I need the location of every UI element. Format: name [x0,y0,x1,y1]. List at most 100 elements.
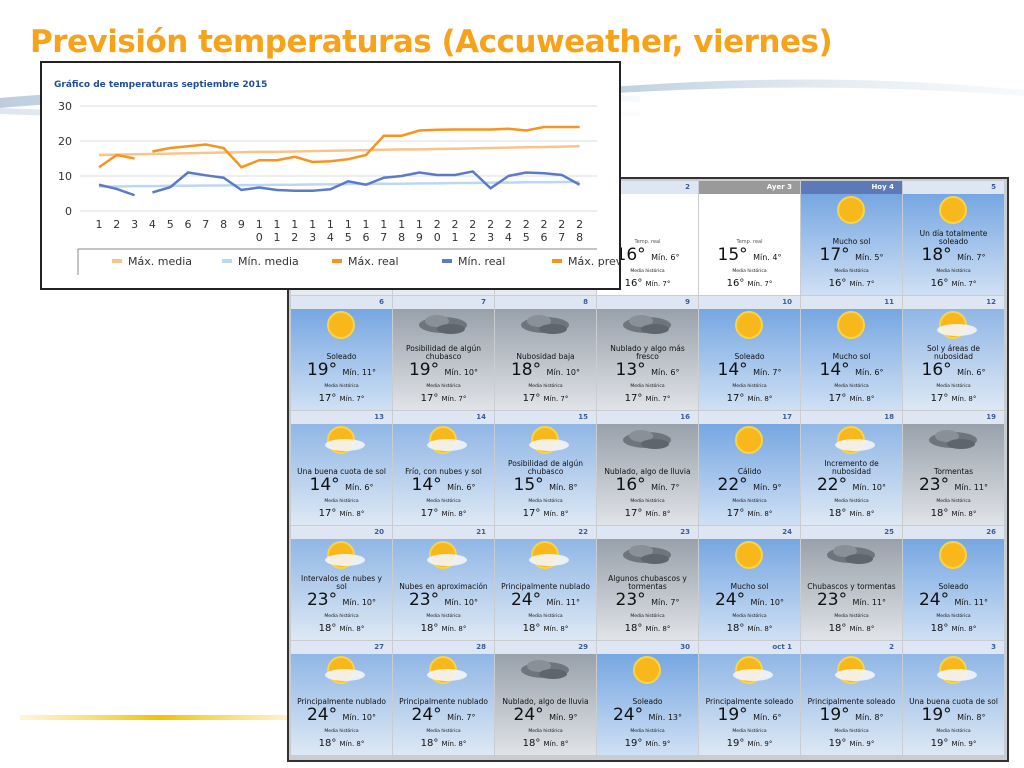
hist-temp: 16° Mín. 7° [903,278,1004,289]
hist-label: Media histórica [834,269,869,274]
forecast-temp: 22° Mín. 9° [699,475,800,495]
day-header: 29 [495,641,596,654]
day-cell: 6 Soleado 19° Mín. 11° Media histórica 17° M… [291,296,392,410]
forecast-desc: Mucho sol [832,237,871,246]
hist-min: Mín. 8° [441,510,467,518]
legend-label: Máx. media [128,255,192,268]
hist-min: Mín. 8° [951,625,977,633]
hist-max: 17° [420,508,439,519]
hist-min: Mín. 8° [645,510,671,518]
forecast-desc: Nublado, algo de lluvia [604,467,691,476]
forecast-temp: 13° Mín. 6° [597,360,698,380]
forecast-text: Soleado [703,339,796,361]
legend-label: Máx. prev [568,255,619,268]
forecast-temp: 23° Mín. 10° [291,590,392,610]
weather-icon [327,311,355,339]
forecast-desc: Temp. real [634,239,661,245]
hist-label: Media histórica [426,729,461,734]
icon-part [325,554,365,566]
max-temp: 24° [411,705,442,725]
forecast-text: Principalmente soleado [805,684,898,706]
chart: Gráfico de temperaturas septiembre 2015 … [54,80,619,275]
max-temp: 16° [921,360,952,380]
hist-max: 17° [318,393,337,404]
x-tick-label: 1 [96,218,103,231]
hist-min: Mín. 8° [951,510,977,518]
hist-min: Mín. 8° [441,625,467,633]
weather-icon [837,196,865,224]
forecast-text: Principalmente soleado [703,684,796,706]
icon-part [735,426,763,454]
hist-max: 18° [420,738,439,749]
hist-max: 18° [930,623,949,634]
forecast-desc: Soleado [734,352,765,361]
min-temp: Mín. 4° [753,253,782,262]
max-temp: 14° [411,475,442,495]
forecast-desc: Nubes en aproximación [399,582,488,591]
forecast-text: Un día totalmente soleado [907,224,1000,246]
day-cell: 19 Tormentas 23° Mín. 11° Media histórica 18… [903,411,1004,525]
icon-part [939,196,967,224]
day-cell: 5 Un día totalmente soleado 18° Mín. 7° Med… [903,181,1004,295]
hist-min: Mín. 8° [543,740,569,748]
max-temp: 23° [816,590,848,610]
day-cell: 2 Principalmente soleado 19° Mín. 8° Media … [801,641,902,755]
forecast-text: Posibilidad de algún chubasco [397,339,490,361]
forecast-text: Nubosidad baja [499,339,592,361]
day-cell: 26 Soleado 24° Mín. 11° Media histórica 18° … [903,526,1004,640]
hist-label: Media histórica [732,499,767,504]
hist-max: 18° [828,508,847,519]
forecast-desc: Nublado, algo de lluvia [502,697,589,706]
hist-temp: 18° Mín. 8° [801,508,902,519]
day-header: Ayer 3 [699,181,800,194]
hist-max: 19° [930,738,949,749]
forecast-text: Intervalos de nubes y sol [295,569,388,591]
forecast-temp: 14° Mín. 6° [393,475,494,495]
hist-max: 18° [522,738,541,749]
weather-icon [735,541,763,569]
hist-label: Media histórica [630,499,665,504]
hist-min: Mín. 8° [339,625,365,633]
min-temp: Mín. 6° [651,368,680,377]
hist-temp: 17° Mín. 8° [393,508,494,519]
icon-part [527,315,551,327]
forecast-text: Nublado, algo de lluvia [601,454,694,476]
hist-temp: 18° Mín. 8° [291,623,392,634]
day-cell: 29 Nublado, algo de lluvia 24° Mín. 9° Medi… [495,641,596,755]
chart-title: Gráfico de temperaturas septiembre 2015 [54,80,267,90]
icon-part [539,324,567,334]
hist-label: Media histórica [630,729,665,734]
min-temp: Mín. 5° [855,253,884,262]
weather-icon [623,430,671,449]
day-cell: 16 Nublado, algo de lluvia 16° Mín. 7° Medi… [597,411,698,525]
forecast-temp: 23° Mín. 7° [597,590,698,610]
icon-part [837,196,865,224]
y-tick-label: 30 [58,100,72,113]
weather-icon [325,541,365,569]
forecast-desc: Mucho sol [832,352,871,361]
day-cell: 24 Mucho sol 24° Mín. 10° Media histórica 18… [699,526,800,640]
hist-temp: 18° Mín. 8° [495,623,596,634]
icon-part [939,541,967,569]
hist-label: Media histórica [324,614,359,619]
day-cell: 9 Nublado y algo más fresco 13° Mín. 6° Med… [597,296,698,410]
day-cell: 8 Nubosidad baja 18° Mín. 10° Media históri… [495,296,596,410]
day-header: 22 [495,526,596,539]
hist-max: 19° [828,738,847,749]
icon-part [629,315,653,327]
slide-title: Previsión temperaturas (Accuweather, vie… [30,24,833,60]
min-temp: Mín. 7° [651,598,680,607]
hist-max: 17° [522,393,541,404]
hist-min: Mín. 7° [441,395,467,403]
hist-temp: 17° Mín. 7° [597,393,698,404]
icon-part [845,554,873,564]
forecast-desc: Incremento de nubosidad [824,459,879,476]
